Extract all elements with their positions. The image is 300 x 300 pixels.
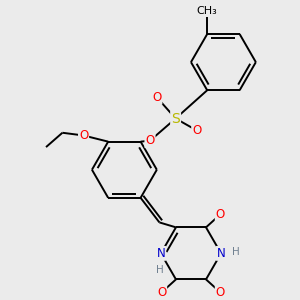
- Text: O: O: [146, 134, 154, 147]
- Text: O: O: [157, 286, 166, 299]
- Text: H: H: [156, 265, 164, 275]
- Text: N: N: [157, 247, 165, 260]
- Text: N: N: [217, 247, 225, 260]
- Text: O: O: [216, 286, 225, 299]
- Text: H: H: [232, 247, 240, 257]
- Text: O: O: [79, 129, 88, 142]
- Text: S: S: [171, 112, 180, 125]
- Text: CH₃: CH₃: [197, 6, 218, 16]
- Text: O: O: [216, 208, 225, 221]
- Text: O: O: [152, 91, 161, 104]
- Text: O: O: [192, 124, 201, 137]
